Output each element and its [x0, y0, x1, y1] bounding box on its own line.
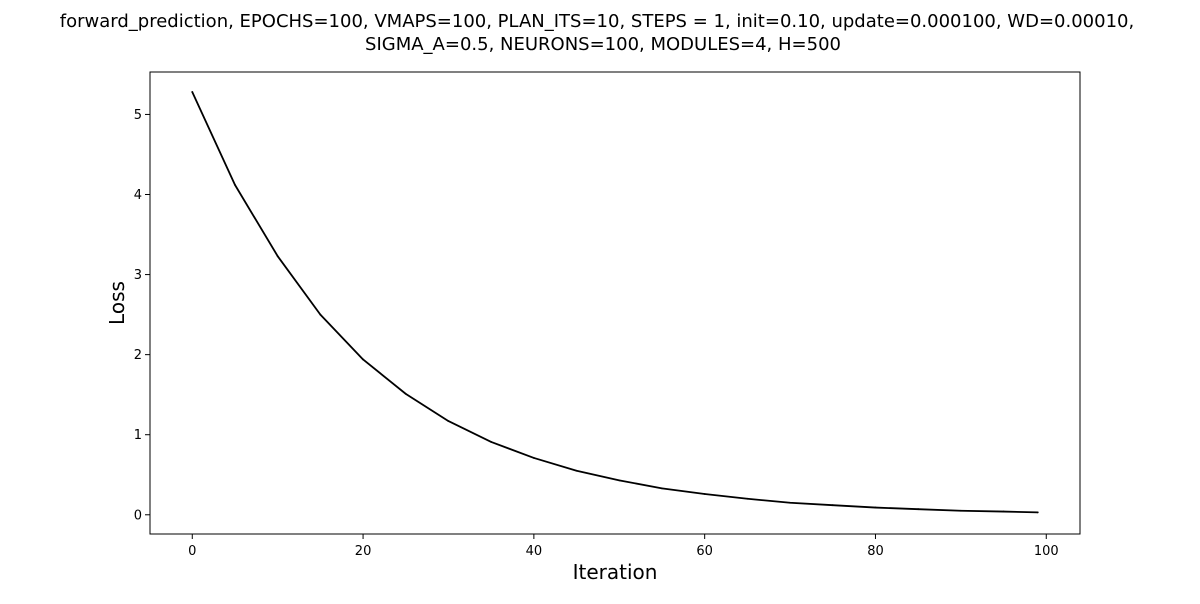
loss-series-line — [191, 91, 1039, 514]
loss-data-point — [746, 497, 749, 500]
plot-area — [149, 71, 1081, 535]
loss-data-point — [404, 392, 407, 395]
loss-data-point — [362, 358, 364, 361]
x-axis-ticks: 0 20 40 60 80 100 — [188, 534, 1059, 559]
chart-title: forward_prediction, EPOCHS=100, VMAPS=10… — [60, 11, 1134, 55]
loss-data-point — [191, 91, 194, 93]
loss-data-point — [532, 457, 535, 459]
y-tick-label: 2 — [134, 348, 142, 363]
loss-data-point — [874, 506, 877, 509]
loss-series-points — [191, 91, 1039, 514]
y-tick-label: 3 — [134, 268, 142, 283]
loss-data-point — [490, 441, 493, 443]
loss-data-point — [917, 508, 920, 511]
loss-data-point — [1002, 510, 1005, 513]
loss-data-point — [447, 420, 450, 422]
x-tick-label: 100 — [1034, 544, 1059, 559]
x-tick-label: 0 — [188, 544, 196, 559]
y-axis-label: Loss — [105, 281, 129, 325]
chart-title-line-2: SIGMA_A=0.5, NEURONS=100, MODULES=4, H=5… — [365, 34, 841, 55]
loss-data-point — [234, 184, 236, 186]
loss-data-point — [661, 487, 663, 490]
y-axis-ticks: 0 1 2 3 4 5 — [134, 108, 150, 523]
y-tick-label: 1 — [134, 428, 142, 443]
y-tick-label: 5 — [134, 108, 142, 123]
loss-data-point — [831, 504, 834, 507]
x-axis-label: Iteration — [573, 560, 658, 584]
loss-data-point — [319, 313, 322, 316]
loss-data-point — [1036, 511, 1039, 514]
loss-data-point — [618, 479, 621, 482]
x-tick-label: 80 — [867, 544, 884, 559]
y-tick-label: 4 — [134, 188, 142, 203]
loss-data-point — [703, 493, 706, 495]
loss-data-point — [959, 509, 962, 512]
chart-title-line-1: forward_prediction, EPOCHS=100, VMAPS=10… — [60, 11, 1134, 32]
loss-data-point — [789, 501, 791, 504]
loss-data-point — [575, 469, 578, 472]
x-tick-label: 20 — [355, 544, 372, 559]
loss-data-point — [276, 255, 279, 258]
x-tick-label: 60 — [696, 544, 713, 559]
y-tick-label: 0 — [134, 508, 142, 523]
x-tick-label: 40 — [526, 544, 543, 559]
